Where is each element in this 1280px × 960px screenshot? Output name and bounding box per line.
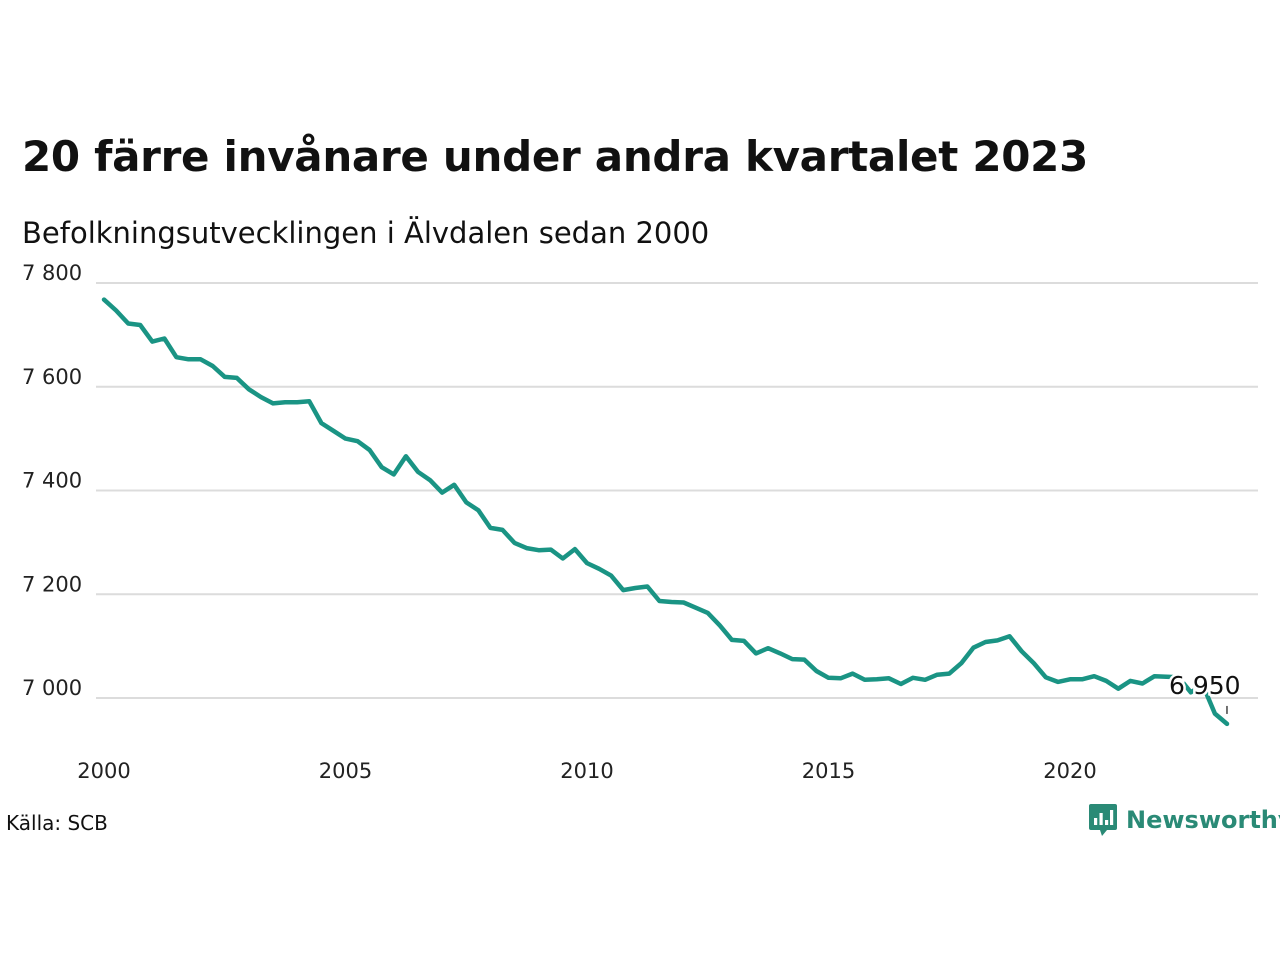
series-layer [101, 297, 1230, 727]
grid-lines [96, 282, 1258, 699]
y-tick-label: 7 000 [22, 676, 82, 700]
y-tick-label: 7 600 [22, 365, 82, 389]
y-tick-label: 7 200 [22, 572, 82, 596]
x-tick: 2000 [77, 759, 130, 783]
y-tick-label: 7 400 [22, 469, 82, 493]
x-tick-label: 2020 [1043, 759, 1096, 783]
y-tick: 7 400 [22, 469, 82, 493]
x-tick-label: 2010 [560, 759, 613, 783]
annotation-layer: 6 950 [1166, 668, 1243, 714]
y-tick: 7 800 [22, 261, 82, 285]
y-axis-ticks: 7 000 7 200 7 400 7 600 7 800 [22, 261, 82, 700]
source-note: Källa: SCB [6, 811, 108, 835]
x-tick-label: 2000 [77, 759, 130, 783]
x-tick-label: 2015 [802, 759, 855, 783]
chart-subtitle: Befolkningsutvecklingen i Älvdalen sedan… [22, 216, 710, 250]
bar-chart-speech-bubble-icon [1089, 804, 1117, 836]
x-tick: 2010 [560, 759, 613, 783]
x-tick-label: 2005 [319, 759, 372, 783]
chart-title: 20 färre invånare under andra kvartalet … [22, 132, 1089, 181]
y-tick: 7 200 [22, 572, 82, 596]
series-line [101, 297, 1230, 727]
y-tick: 7 600 [22, 365, 82, 389]
brand-name: Newsworthy [1126, 806, 1280, 834]
y-tick: 7 000 [22, 676, 82, 700]
x-tick: 2005 [319, 759, 372, 783]
brand-logo: Newsworthy [1088, 802, 1280, 838]
x-axis-ticks: 2000 2005 2010 2015 2020 [77, 759, 1096, 783]
x-tick: 2020 [1043, 759, 1096, 783]
x-tick: 2015 [802, 759, 855, 783]
y-tick-label: 7 800 [22, 261, 82, 285]
annotation-label: 6 950 [1169, 671, 1241, 700]
